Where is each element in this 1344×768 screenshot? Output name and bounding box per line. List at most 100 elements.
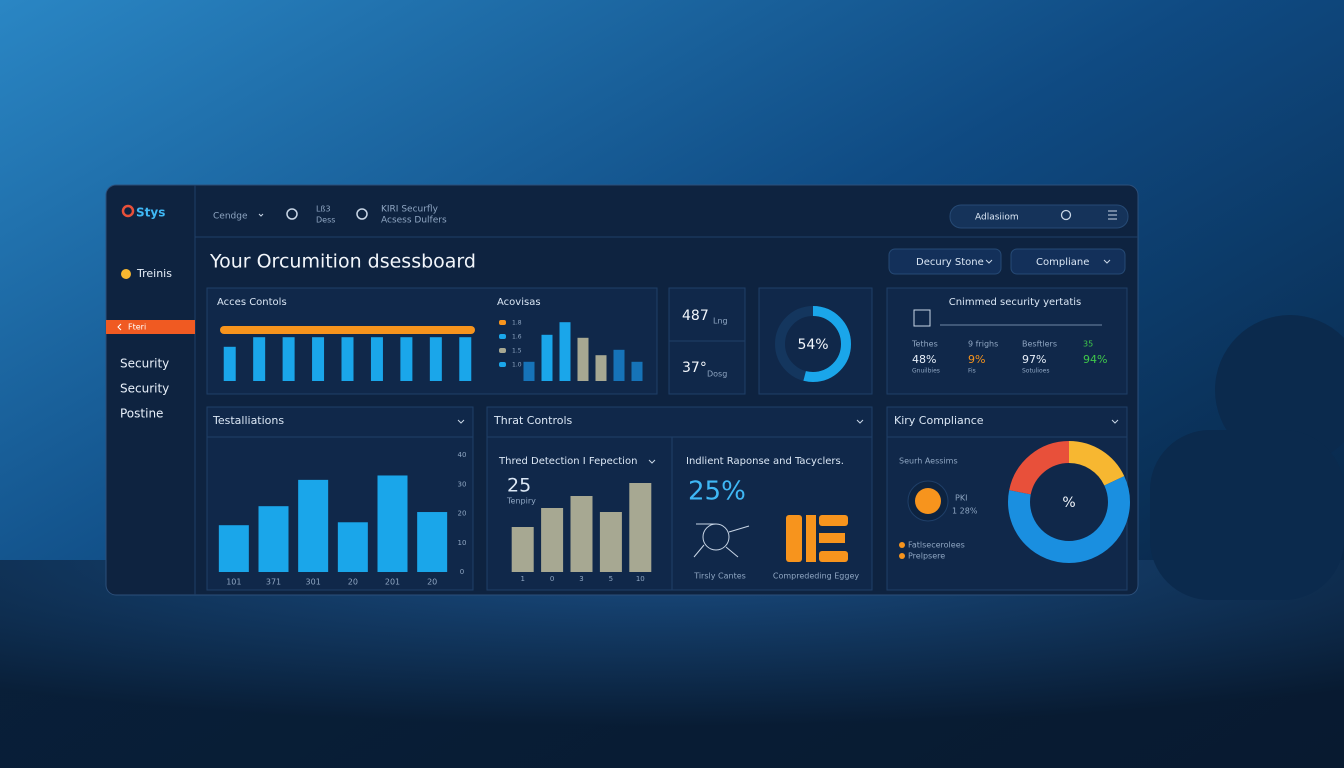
bar [541, 508, 564, 572]
security-icon [913, 309, 931, 327]
legend-swatch [499, 348, 506, 353]
sidebar-item[interactable]: Treinis [136, 267, 172, 280]
nav-link[interactable]: KIRI Securfly [381, 205, 439, 215]
kpi-sub: Tenpiry [506, 497, 536, 506]
bar [511, 527, 534, 572]
bar [631, 361, 643, 381]
panel-title: Thrat Controls [493, 414, 573, 427]
x-tick-label: 10 [636, 575, 645, 583]
stat-value: 97% [1022, 353, 1046, 366]
subpanel-title: Thred Detection I Fepection [498, 456, 637, 467]
sidebar-item[interactable]: Fteri [128, 323, 146, 332]
legend-label: 1.8 [512, 320, 522, 327]
stat-label: 9 frighs [968, 340, 998, 349]
panel-title: Kiry Compliance [894, 414, 984, 427]
bar [523, 361, 535, 381]
user-name[interactable]: Adlasiiom [975, 213, 1019, 223]
legend-swatch [499, 362, 506, 367]
bar [298, 479, 329, 572]
y-tick-label: 40 [458, 451, 467, 459]
bar [218, 525, 249, 572]
panel-title: Acces Contols [217, 297, 287, 308]
panel-title: Acovisas [497, 297, 541, 308]
x-tick-label: 3 [579, 575, 583, 583]
x-tick-label: 101 [226, 578, 241, 587]
filter-label[interactable]: Compliane [1036, 257, 1089, 268]
sidebar-item[interactable]: Postine [120, 407, 163, 421]
bar [282, 337, 295, 381]
y-tick-label: 30 [458, 480, 467, 488]
stat-value: 94% [1083, 353, 1107, 366]
x-tick-label: 301 [306, 578, 321, 587]
legend-swatch [499, 320, 506, 325]
bar [258, 506, 289, 572]
legend-label: 1.5 [512, 348, 522, 355]
sidebar-active[interactable] [106, 320, 195, 334]
legend-label: Prelpsere [908, 552, 945, 561]
subtitle: Seurh Aessims [899, 457, 958, 466]
donut-segment [1008, 441, 1130, 563]
filter[interactable] [888, 248, 1002, 275]
stat-value: 9% [968, 353, 985, 366]
y-tick-label: 10 [458, 539, 467, 547]
bar [577, 337, 589, 381]
stat-label: 35 [1083, 340, 1093, 349]
stat-sub: Gnuilbies [912, 368, 940, 375]
y-tick-label: 20 [458, 510, 467, 518]
nav-icon[interactable] [356, 208, 368, 220]
x-tick-label: 20 [348, 578, 358, 587]
menu-icon[interactable] [1108, 210, 1117, 220]
bar [629, 483, 652, 572]
stat-label: Tethes [911, 340, 938, 349]
bar [570, 496, 593, 572]
blocks-icon [786, 515, 848, 562]
compliance-icon [915, 488, 941, 514]
kpi-value: 25 [507, 475, 531, 497]
nav-link[interactable]: Lß3 [316, 205, 331, 214]
search-icon[interactable] [286, 208, 298, 220]
panel [886, 287, 1128, 395]
kpi-unit: Dosg [707, 370, 727, 379]
kpi-unit: Lng [713, 317, 728, 326]
bar [377, 475, 408, 572]
brand: Stys [136, 206, 165, 220]
x-tick-label: 201 [385, 578, 400, 587]
stat-value: 48% [912, 353, 936, 366]
filter[interactable] [1010, 248, 1126, 275]
stat-label: Besftlers [1022, 340, 1057, 349]
bar [253, 337, 266, 381]
network-icon [693, 523, 750, 558]
subpanel-title: Indlient Raponse and Tacyclers. [686, 456, 844, 467]
logo [121, 204, 135, 218]
user-pill[interactable] [949, 204, 1129, 229]
panel-title: Cnimmed security yertatis [949, 297, 1082, 308]
legend-label: 1.0 [512, 362, 522, 369]
bar [341, 337, 354, 381]
menu[interactable]: Cendge [213, 212, 248, 222]
bar [337, 522, 368, 572]
filter-label[interactable]: Decury Stone [916, 257, 984, 268]
sidebar-item[interactable]: Security [120, 382, 169, 396]
caption: Comprededing Eggey [773, 572, 860, 581]
bar [223, 346, 236, 381]
chevrons[interactable] [258, 213, 1119, 464]
legend-dot [899, 542, 905, 548]
kpi-value: 37° [682, 360, 707, 376]
progress-bar [220, 326, 475, 334]
x-tick-label: 5 [609, 575, 613, 583]
bar [599, 512, 622, 572]
donut-label: 54% [797, 337, 828, 353]
sidebar-item[interactable]: Security [120, 357, 169, 371]
x-tick-label: 371 [266, 578, 281, 587]
kpi-value: 25% [688, 477, 746, 507]
x-tick-label: 20 [427, 578, 437, 587]
stat-sub: Sotulioes [1022, 368, 1049, 375]
legend-label: Fatlsecerolees [908, 541, 965, 550]
legend-swatch [499, 334, 506, 339]
search-icon[interactable] [1060, 209, 1072, 221]
donut-arc [775, 306, 851, 382]
page-title: Your Orcumition dsessboard [209, 251, 476, 273]
x-tick-label: 1 [520, 575, 524, 583]
caption: Tirsly Cantes [693, 572, 746, 581]
